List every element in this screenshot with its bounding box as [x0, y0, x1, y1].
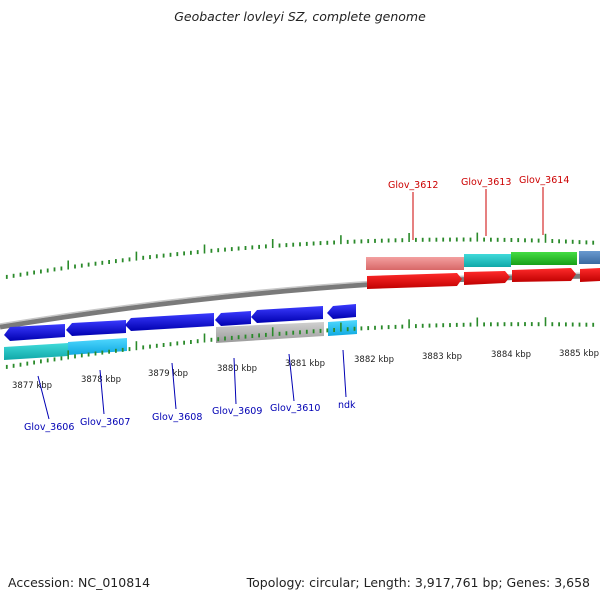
- reverse-gene-labels: Glov_3606 Glov_3607 Glov_3608 Glov_3609 …: [24, 349, 356, 433]
- gene-label-glov-3606[interactable]: Glov_3606: [24, 422, 74, 433]
- tick-label: 3880 kbp: [217, 364, 257, 374]
- map-title: Geobacter lovleyi SZ, complete genome: [174, 9, 426, 24]
- cds-next[interactable]: [580, 268, 600, 282]
- leader-line: [99, 369, 105, 415]
- tick-label: 3882 kbp: [354, 355, 394, 365]
- cds-glov-3614[interactable]: [512, 268, 576, 282]
- cds-glov-3612[interactable]: [367, 273, 462, 289]
- leader-line: [288, 353, 295, 402]
- genome-summary: Topology: circular; Length: 3,917,761 bp…: [246, 575, 590, 590]
- gene-label-glov-3610[interactable]: Glov_3610: [270, 403, 320, 414]
- cds-glov-3609[interactable]: [215, 311, 251, 326]
- leader-line: [171, 362, 177, 410]
- gene-label-ndk[interactable]: ndk: [338, 400, 356, 411]
- feature-glov-3609[interactable]: [216, 322, 324, 343]
- tick-label: 3884 kbp: [491, 350, 531, 360]
- gene-label-glov-3613[interactable]: Glov_3613: [461, 177, 511, 188]
- tick-label: 3877 kbp: [12, 381, 52, 391]
- gene-label-glov-3609[interactable]: Glov_3609: [212, 406, 262, 417]
- leader-line: [342, 349, 347, 398]
- gene-label-glov-3614[interactable]: Glov_3614: [519, 175, 569, 186]
- reverse-strand: [4, 304, 357, 360]
- tick-label: 3883 kbp: [422, 352, 462, 362]
- tick-label: 3879 kbp: [148, 369, 188, 379]
- gene-label-glov-3608[interactable]: Glov_3608: [152, 412, 202, 423]
- feature-glov-3607[interactable]: [68, 338, 127, 355]
- feature-ndk[interactable]: [328, 320, 357, 336]
- accession-label: Accession: NC_010814: [8, 575, 151, 590]
- gene-label-glov-3607[interactable]: Glov_3607: [80, 417, 130, 428]
- inner-tick-ring: [5, 317, 595, 369]
- feature-glov-3612[interactable]: [366, 257, 464, 270]
- cds-glov-3613[interactable]: [464, 271, 510, 285]
- gene-label-glov-3612[interactable]: Glov_3612: [388, 180, 438, 191]
- cds-glov-3610[interactable]: [251, 306, 323, 323]
- forward-strand: [366, 251, 600, 289]
- tick-label: 3881 kbp: [285, 359, 325, 369]
- feature-glov-3606[interactable]: [4, 343, 68, 360]
- feature-next[interactable]: [579, 251, 600, 264]
- forward-gene-labels: Glov_3612 Glov_3613 Glov_3614: [388, 175, 569, 240]
- leader-line: [37, 375, 50, 420]
- tick-label: 3885 kbp: [559, 349, 599, 359]
- outer-tick-ring: [5, 232, 595, 279]
- cds-ndk[interactable]: [327, 304, 356, 319]
- cds-glov-3607[interactable]: [66, 320, 126, 336]
- leader-line: [233, 357, 237, 405]
- cds-glov-3608[interactable]: [125, 313, 214, 331]
- feature-glov-3613[interactable]: [464, 254, 511, 267]
- cds-glov-3606[interactable]: [4, 324, 65, 341]
- feature-glov-3614[interactable]: [511, 252, 577, 265]
